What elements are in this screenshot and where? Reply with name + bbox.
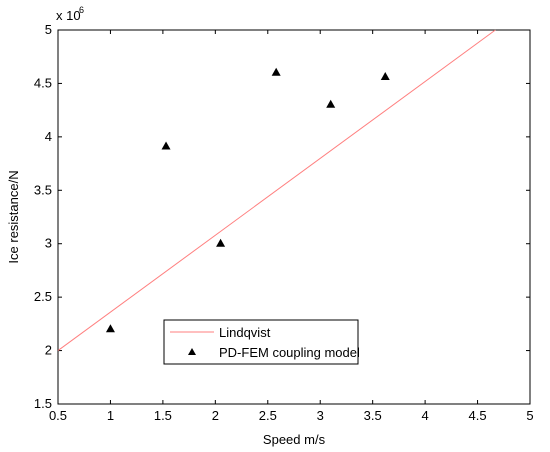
data-point-pd-fem	[326, 99, 336, 108]
y-tick-label: 4	[45, 129, 52, 144]
data-point-pd-fem	[216, 238, 226, 247]
y-multiplier-label: x 10	[56, 8, 81, 23]
y-multiplier-exponent: 6	[79, 5, 84, 15]
legend: Lindqvist PD-FEM coupling model	[163, 319, 360, 365]
x-tick-label: 2	[212, 408, 219, 423]
legend-label-pd-fem: PD-FEM coupling model	[219, 345, 360, 360]
series-layer	[57, 29, 496, 351]
x-tick-label: 1.5	[154, 408, 172, 423]
legend-label-lindqvist: Lindqvist	[219, 325, 271, 340]
y-tick-label: 1.5	[34, 396, 52, 411]
y-axis-title: Ice resistance/N	[6, 170, 21, 263]
y-tick-label: 2	[45, 343, 52, 358]
data-point-pd-fem	[161, 141, 171, 150]
data-point-pd-fem	[105, 324, 115, 333]
legend-box	[163, 319, 359, 365]
x-tick-label: 1	[107, 408, 114, 423]
x-tick-label: 4.5	[469, 408, 487, 423]
x-tick-label: 4	[421, 408, 428, 423]
y-axis-ticks: 1.5 2 2.5 3 3.5 4 4.5 5	[34, 22, 530, 411]
legend-marker-swatch	[188, 348, 196, 355]
x-tick-label: 5	[526, 408, 533, 423]
x-tick-label: 3.5	[364, 408, 382, 423]
y-tick-label: 3.5	[34, 182, 52, 197]
data-point-pd-fem	[380, 72, 390, 81]
series-line-lindqvist	[57, 29, 496, 351]
data-point-pd-fem	[271, 67, 281, 76]
x-tick-label: 0.5	[49, 408, 67, 423]
y-tick-label: 4.5	[34, 75, 52, 90]
x-tick-label: 2.5	[259, 408, 277, 423]
x-axis-ticks: 0.5 1 1.5 2 2.5 3 3.5 4 4.5 5	[49, 30, 534, 423]
x-axis-title: Speed m/s	[263, 432, 326, 447]
x-tick-label: 3	[317, 408, 324, 423]
y-tick-label: 5	[45, 22, 52, 37]
y-tick-label: 2.5	[34, 289, 52, 304]
y-tick-label: 3	[45, 236, 52, 251]
